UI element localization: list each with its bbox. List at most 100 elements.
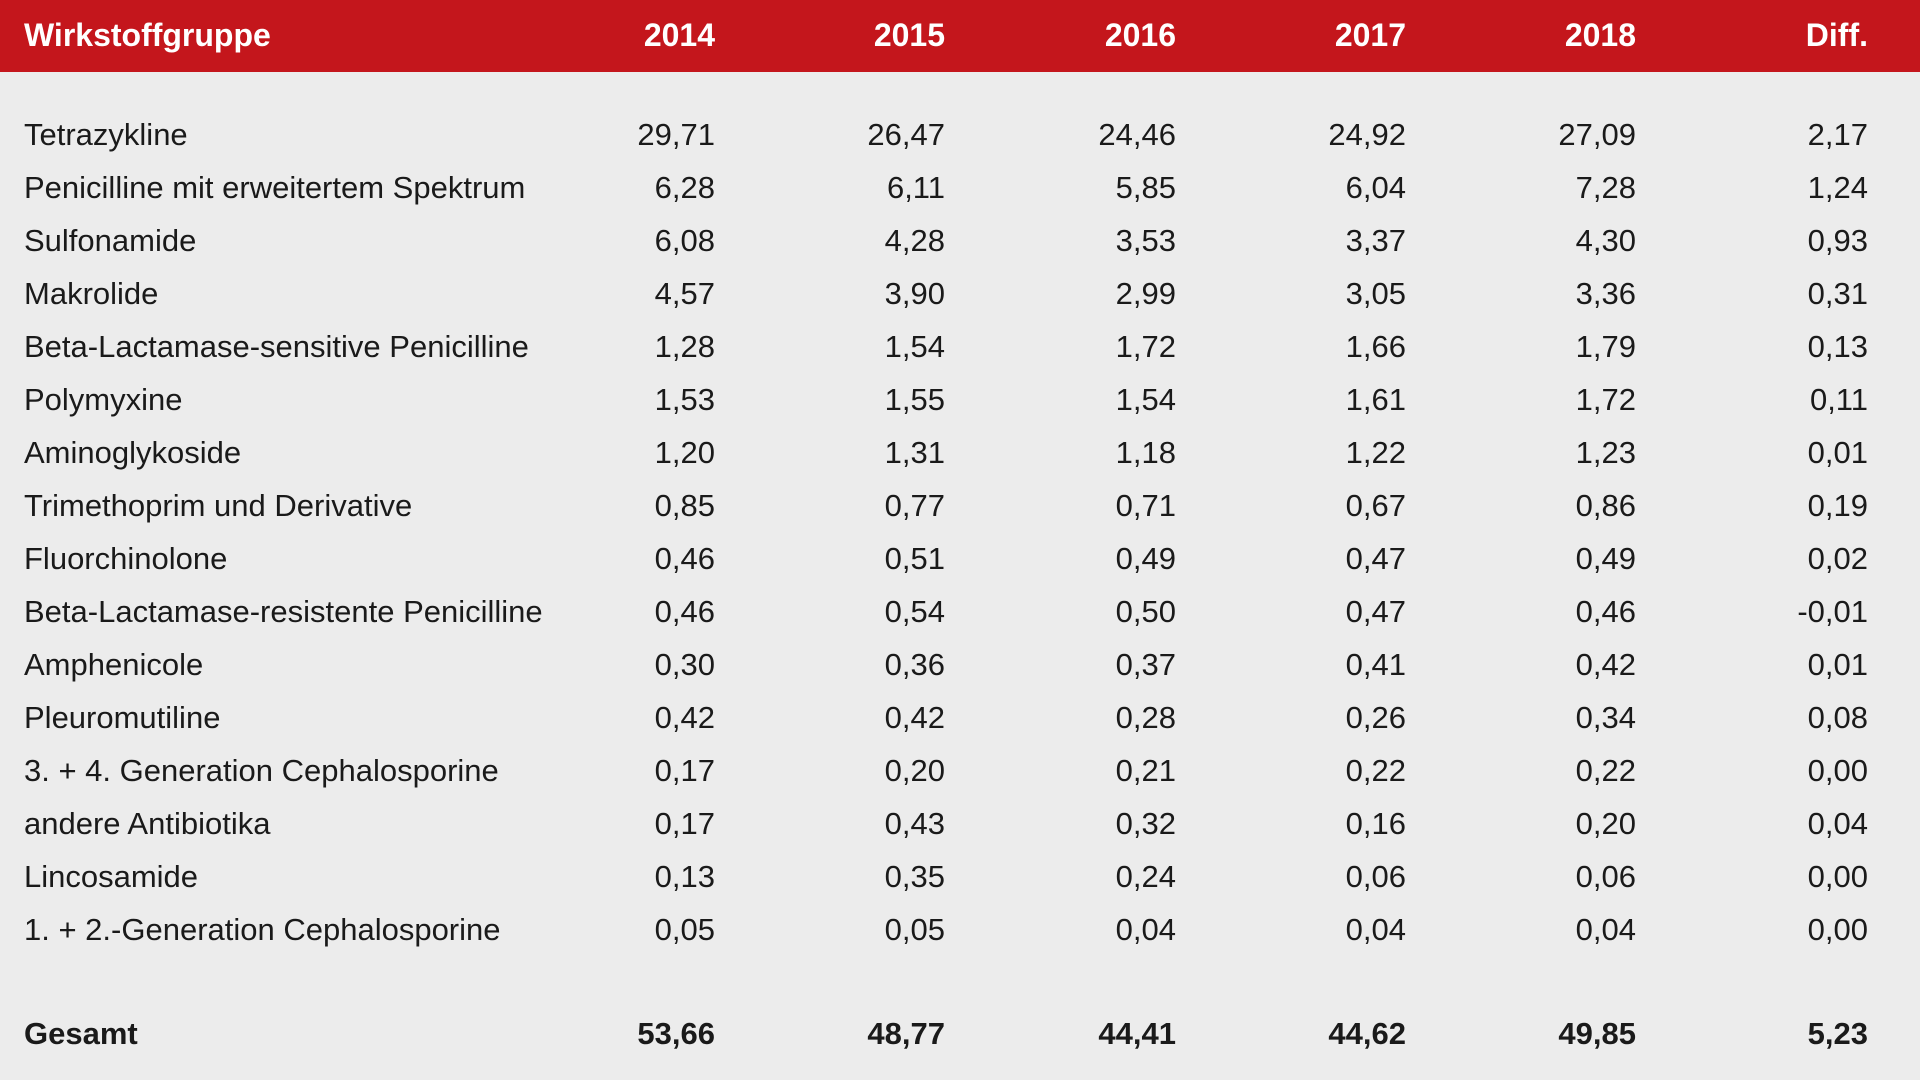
cell-2015: 6,11 bbox=[886, 170, 945, 205]
cell-2016: 0,71 bbox=[1115, 488, 1176, 523]
cell-2016: 1,18 bbox=[1115, 435, 1176, 470]
cell-diff: 2,17 bbox=[1807, 117, 1868, 152]
row-name: Tetrazykline bbox=[24, 117, 188, 152]
cell-2017: 1,66 bbox=[1345, 329, 1406, 364]
cell-2017: 24,92 bbox=[1328, 117, 1406, 152]
cell-2018: 0,06 bbox=[1575, 859, 1636, 894]
cell-2018: 0,04 bbox=[1575, 912, 1636, 947]
cell-diff: 0,13 bbox=[1807, 329, 1868, 364]
cell-2016: 2,99 bbox=[1115, 276, 1176, 311]
cell-2017: 0,47 bbox=[1345, 594, 1406, 629]
cell-2018: 1,79 bbox=[1575, 329, 1636, 364]
table-row: Fluorchinolone 0,46 0,51 0,49 0,47 0,49 0,02 bbox=[0, 532, 1920, 585]
header-2016: 2016 bbox=[1104, 17, 1176, 53]
total-2016: 44,41 bbox=[1098, 1016, 1176, 1051]
cell-2018: 0,20 bbox=[1575, 806, 1636, 841]
cell-diff: 0,04 bbox=[1807, 806, 1868, 841]
cell-diff: 0,00 bbox=[1807, 912, 1868, 947]
cell-2014: 6,28 bbox=[654, 170, 715, 205]
table-row: Beta-Lactamase-resistente Penicilline 0,4… bbox=[0, 585, 1920, 638]
row-name: Makrolide bbox=[24, 276, 159, 311]
cell-2016: 24,46 bbox=[1098, 117, 1176, 152]
cell-diff: 0,31 bbox=[1807, 276, 1868, 311]
cell-diff: 0,00 bbox=[1807, 753, 1868, 788]
cell-2014: 0,85 bbox=[654, 488, 715, 523]
total-label: Gesamt bbox=[24, 1016, 138, 1051]
cell-2015: 0,35 bbox=[884, 859, 945, 894]
cell-diff: 0,08 bbox=[1807, 700, 1868, 735]
header-2018: 2018 bbox=[1564, 17, 1636, 53]
row-name: Trimethoprim und Derivative bbox=[24, 488, 413, 523]
cell-2018: 0,42 bbox=[1575, 647, 1636, 682]
cell-2017: 1,22 bbox=[1345, 435, 1406, 470]
cell-2017: 3,05 bbox=[1345, 276, 1406, 311]
table-row: Aminoglykoside 1,20 1,31 1,18 1,22 1,23 0,01 bbox=[0, 426, 1920, 479]
cell-2016: 0,37 bbox=[1115, 647, 1176, 682]
table-row: 3. + 4. Generation Cephalosporine 0,17 0,2… bbox=[0, 744, 1920, 797]
cell-2015: 26,47 bbox=[867, 117, 945, 152]
row-name: Aminoglykoside bbox=[24, 435, 242, 470]
cell-2016: 0,21 bbox=[1115, 753, 1176, 788]
row-name: Sulfonamide bbox=[24, 223, 197, 258]
cell-2014: 0,17 bbox=[654, 806, 715, 841]
cell-diff: 0,02 bbox=[1807, 541, 1868, 576]
cell-2018: 0,86 bbox=[1575, 488, 1636, 523]
cell-2015: 0,20 bbox=[884, 753, 945, 788]
row-name: Pleuromutiline bbox=[24, 700, 221, 735]
cell-2016: 0,49 bbox=[1115, 541, 1176, 576]
cell-2015: 0,77 bbox=[884, 488, 945, 523]
header-diff: Diff. bbox=[1805, 17, 1868, 53]
cell-2014: 0,46 bbox=[654, 541, 715, 576]
cell-2018: 3,36 bbox=[1575, 276, 1636, 311]
row-name: Lincosamide bbox=[24, 859, 199, 894]
cell-diff: 0,01 bbox=[1807, 435, 1868, 470]
cell-2015: 0,43 bbox=[884, 806, 945, 841]
header-2015: 2015 bbox=[873, 17, 945, 53]
cell-2016: 0,24 bbox=[1115, 859, 1176, 894]
cell-2016: 0,50 bbox=[1115, 594, 1176, 629]
table-row: Amphenicole 0,30 0,36 0,37 0,41 0,42 0,01 bbox=[0, 638, 1920, 691]
cell-2015: 3,90 bbox=[884, 276, 945, 311]
cell-2014: 0,05 bbox=[654, 912, 715, 947]
cell-2018: 27,09 bbox=[1558, 117, 1636, 152]
cell-2017: 0,41 bbox=[1345, 647, 1406, 682]
cell-diff: 0,00 bbox=[1807, 859, 1868, 894]
cell-2014: 0,30 bbox=[654, 647, 715, 682]
cell-2018: 1,23 bbox=[1575, 435, 1636, 470]
cell-2015: 1,31 bbox=[884, 435, 945, 470]
table-row: Polymyxine 1,53 1,55 1,54 1,61 1,72 0,11 bbox=[0, 373, 1920, 426]
cell-diff: 1,24 bbox=[1807, 170, 1868, 205]
table-row: Trimethoprim und Derivative 0,85 0,77 0,71 0… bbox=[0, 479, 1920, 532]
cell-diff: 0,01 bbox=[1807, 647, 1868, 682]
cell-diff: 0,11 bbox=[1809, 382, 1868, 417]
cell-2017: 1,61 bbox=[1345, 382, 1406, 417]
cell-2018: 0,46 bbox=[1575, 594, 1636, 629]
cell-diff: 0,19 bbox=[1807, 488, 1868, 523]
cell-2015: 4,28 bbox=[884, 223, 945, 258]
cell-2014: 4,57 bbox=[654, 276, 715, 311]
row-name: Amphenicole bbox=[24, 647, 204, 682]
cell-2015: 1,54 bbox=[884, 329, 945, 364]
cell-2015: 0,05 bbox=[884, 912, 945, 947]
cell-2018: 7,28 bbox=[1575, 170, 1636, 205]
cell-2018: 0,34 bbox=[1575, 700, 1636, 735]
cell-2015: 0,36 bbox=[884, 647, 945, 682]
cell-2018: 0,22 bbox=[1575, 753, 1636, 788]
cell-2014: 1,28 bbox=[654, 329, 715, 364]
cell-2017: 0,06 bbox=[1345, 859, 1406, 894]
table-row: Makrolide 4,57 3,90 2,99 3,05 3,36 0,31 bbox=[0, 267, 1920, 320]
table-row: Penicilline mit erweitertem Spektrum 6,28… bbox=[0, 161, 1920, 214]
cell-2016: 0,04 bbox=[1115, 912, 1176, 947]
cell-2017: 0,22 bbox=[1345, 753, 1406, 788]
total-2017: 44,62 bbox=[1328, 1016, 1406, 1051]
cell-2014: 1,53 bbox=[654, 382, 715, 417]
table-row: Sulfonamide 6,08 4,28 3,53 3,37 4,30 0,93 bbox=[0, 214, 1920, 267]
cell-2017: 6,04 bbox=[1345, 170, 1406, 205]
cell-2014: 0,13 bbox=[654, 859, 715, 894]
header-2017: 2017 bbox=[1334, 17, 1406, 53]
total-2014: 53,66 bbox=[637, 1016, 715, 1051]
total-row: Gesamt 53,66 48,77 44,41 44,62 49,85 5,2… bbox=[0, 1007, 1920, 1060]
cell-2017: 0,26 bbox=[1345, 700, 1406, 735]
cell-2017: 0,47 bbox=[1345, 541, 1406, 576]
row-name: Beta-Lactamase-sensitive Penicilline bbox=[24, 329, 529, 364]
